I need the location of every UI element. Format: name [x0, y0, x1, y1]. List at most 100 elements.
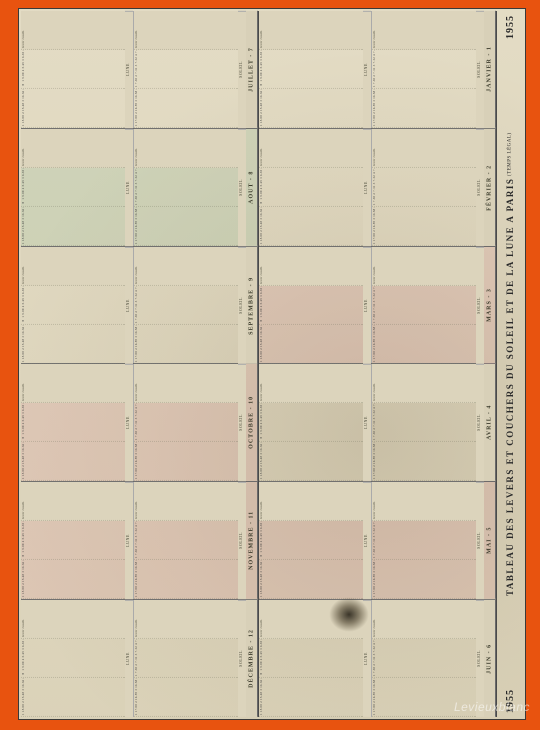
sun-block: SOLEIL lever couch. 1 7.30 2 7.31 3 7.32… — [371, 11, 484, 128]
data-columns: lever couch. ● 1 5.00 2 5.45 3 6.30 4 7.… — [259, 482, 363, 599]
data-row: ● 1 5.00 2 5.45 3 6.30 4 7.15 5 8.00 6 8… — [259, 639, 363, 678]
data-row: 1 15.00 2 15.48 3 16.36 4 17.24 5 18.12 … — [259, 325, 363, 364]
moon-label: LUNE — [363, 600, 371, 717]
data-row: 1 17.00 2 16.59 3 16.58 4 16.57 5 16.56 … — [372, 442, 476, 481]
data-row: 1 7.30 2 7.31 3 7.32 4 7.33 5 7.34 6 7.3… — [134, 168, 238, 207]
month-label: OCTOBRE - 10 — [246, 364, 258, 481]
data-row: 1 17.00 2 16.59 3 16.58 4 16.57 5 16.56 … — [134, 560, 238, 599]
data-row: ● 1 5.00 2 5.45 3 6.30 4 7.15 5 8.00 6 8… — [259, 50, 363, 89]
moon-block: LUNE lever couch. ● 1 5.00 2 5.45 3 6.30… — [259, 482, 371, 599]
half-year: JANVIER - 1SOLEIL lever couch. 1 7.30 2 … — [259, 11, 496, 717]
sun-label: SOLEIL — [476, 11, 484, 128]
col-header: lever couch. — [372, 11, 476, 50]
sun-label: SOLEIL — [476, 247, 484, 364]
data-row: 1 15.00 2 15.48 3 16.36 4 17.24 5 18.12 … — [21, 325, 125, 364]
data-columns: lever couch. ● 1 5.00 2 5.45 3 6.30 4 7.… — [259, 364, 363, 481]
data-row: 1 15.00 2 15.48 3 16.36 4 17.24 5 18.12 … — [259, 442, 363, 481]
moon-label: LUNE — [125, 11, 133, 128]
calendar-grid: JANVIER - 1SOLEIL lever couch. 1 7.30 2 … — [21, 11, 496, 717]
col-header: lever couch. — [21, 129, 125, 168]
month-label: SEPTEMBRE - 9 — [246, 247, 258, 364]
sun-label: SOLEIL — [238, 482, 246, 599]
month-label: JANVIER - 1 — [484, 11, 496, 128]
col-header: lever couch. — [259, 364, 363, 403]
month-label: DÉCEMBRE - 12 — [246, 600, 258, 717]
subtitle-text: (TEMPS LÉGAL) — [508, 132, 513, 176]
month-body: SOLEIL lever couch. 1 7.30 2 7.31 3 7.32… — [259, 600, 484, 717]
data-row: 1 15.00 2 15.48 3 16.36 4 17.24 5 18.12 … — [21, 678, 125, 717]
data-row: 1 15.00 2 15.48 3 16.36 4 17.24 5 18.12 … — [259, 560, 363, 599]
moon-block: LUNE lever couch. ● 1 5.00 2 5.45 3 6.30… — [259, 247, 371, 364]
sun-block: SOLEIL lever couch. 1 7.30 2 7.31 3 7.32… — [133, 364, 246, 481]
col-header: lever couch. — [134, 11, 238, 50]
month-body: SOLEIL lever couch. 1 7.30 2 7.31 3 7.32… — [21, 247, 246, 364]
page-inner: 1955 TABLEAU DES LEVERS ET COUCHERS DU S… — [21, 11, 523, 717]
col-header: lever couch. — [372, 129, 476, 168]
month-body: SOLEIL lever couch. 1 7.30 2 7.31 3 7.32… — [21, 129, 246, 246]
month-row: MAI - 5SOLEIL lever couch. 1 7.30 2 7.31… — [259, 482, 496, 600]
sun-block: SOLEIL lever couch. 1 7.30 2 7.31 3 7.32… — [371, 129, 484, 246]
sun-block: SOLEIL lever couch. 1 7.30 2 7.31 3 7.32… — [371, 364, 484, 481]
month-body: SOLEIL lever couch. 1 7.30 2 7.31 3 7.32… — [259, 247, 484, 364]
data-row: 1 17.00 2 16.59 3 16.58 4 16.57 5 16.56 … — [134, 207, 238, 246]
col-header: lever couch. — [21, 11, 125, 50]
moon-label: LUNE — [363, 364, 371, 481]
sun-label: SOLEIL — [238, 364, 246, 481]
data-row: 1 15.00 2 15.48 3 16.36 4 17.24 5 18.12 … — [21, 89, 125, 128]
col-header: lever couch. — [134, 247, 238, 286]
month-body: SOLEIL lever couch. 1 7.30 2 7.31 3 7.32… — [259, 482, 484, 599]
sun-label: SOLEIL — [476, 364, 484, 481]
col-header: lever couch. — [259, 11, 363, 50]
month-label: FÉVRIER - 2 — [484, 129, 496, 246]
almanac-page: 1955 TABLEAU DES LEVERS ET COUCHERS DU S… — [18, 8, 526, 720]
data-row: ● 1 5.00 2 5.45 3 6.30 4 7.15 5 8.00 6 8… — [259, 168, 363, 207]
data-columns: lever couch. ● 1 5.00 2 5.45 3 6.30 4 7.… — [259, 129, 363, 246]
data-row: 1 17.00 2 16.59 3 16.58 4 16.57 5 16.56 … — [134, 678, 238, 717]
moon-block: LUNE lever couch. ● 1 5.00 2 5.45 3 6.30… — [21, 247, 133, 364]
month-body: SOLEIL lever couch. 1 7.30 2 7.31 3 7.32… — [259, 129, 484, 246]
moon-block: LUNE lever couch. ● 1 5.00 2 5.45 3 6.30… — [21, 482, 133, 599]
data-row: 1 7.30 2 7.31 3 7.32 4 7.33 5 7.34 6 7.3… — [134, 403, 238, 442]
data-row: 1 7.30 2 7.31 3 7.32 4 7.33 5 7.34 6 7.3… — [372, 168, 476, 207]
col-header: lever couch. — [372, 247, 476, 286]
data-row: 1 7.30 2 7.31 3 7.32 4 7.33 5 7.34 6 7.3… — [372, 286, 476, 325]
sun-block: SOLEIL lever couch. 1 7.30 2 7.31 3 7.32… — [133, 11, 246, 128]
data-columns: lever couch. ● 1 5.00 2 5.45 3 6.30 4 7.… — [21, 11, 125, 128]
sun-block: SOLEIL lever couch. 1 7.30 2 7.31 3 7.32… — [133, 129, 246, 246]
data-row: ● 1 5.00 2 5.45 3 6.30 4 7.15 5 8.00 6 8… — [21, 403, 125, 442]
month-label: JUILLET - 7 — [246, 11, 258, 128]
col-header: lever couch. — [372, 482, 476, 521]
sun-label: SOLEIL — [238, 600, 246, 717]
data-row: ● 1 5.00 2 5.45 3 6.30 4 7.15 5 8.00 6 8… — [259, 403, 363, 442]
data-row: ● 1 5.00 2 5.45 3 6.30 4 7.15 5 8.00 6 8… — [21, 639, 125, 678]
sun-block: SOLEIL lever couch. 1 7.30 2 7.31 3 7.32… — [133, 247, 246, 364]
data-columns: lever couch. 1 7.30 2 7.31 3 7.32 4 7.33… — [372, 364, 476, 481]
col-header: lever couch. — [21, 364, 125, 403]
data-row: 1 7.30 2 7.31 3 7.32 4 7.33 5 7.34 6 7.3… — [372, 50, 476, 89]
half-year: JUILLET - 7SOLEIL lever couch. 1 7.30 2 … — [21, 11, 259, 717]
month-row: FÉVRIER - 2SOLEIL lever couch. 1 7.30 2 … — [259, 129, 496, 247]
data-row: ● 1 5.00 2 5.45 3 6.30 4 7.15 5 8.00 6 8… — [21, 521, 125, 560]
data-columns: lever couch. ● 1 5.00 2 5.45 3 6.30 4 7.… — [259, 247, 363, 364]
data-columns: lever couch. 1 7.30 2 7.31 3 7.32 4 7.33… — [134, 482, 238, 599]
moon-label: LUNE — [363, 11, 371, 128]
sun-label: SOLEIL — [238, 247, 246, 364]
data-columns: lever couch. 1 7.30 2 7.31 3 7.32 4 7.33… — [134, 247, 238, 364]
col-header: lever couch. — [372, 364, 476, 403]
month-row: AOUT - 8SOLEIL lever couch. 1 7.30 2 7.3… — [21, 129, 258, 247]
data-columns: lever couch. ● 1 5.00 2 5.45 3 6.30 4 7.… — [21, 247, 125, 364]
col-header: lever couch. — [134, 364, 238, 403]
data-row: 1 15.00 2 15.48 3 16.36 4 17.24 5 18.12 … — [259, 89, 363, 128]
month-label: AVRIL - 4 — [484, 364, 496, 481]
data-columns: lever couch. 1 7.30 2 7.31 3 7.32 4 7.33… — [372, 129, 476, 246]
month-row: SEPTEMBRE - 9SOLEIL lever couch. 1 7.30 … — [21, 247, 258, 365]
header-strip: 1955 TABLEAU DES LEVERS ET COUCHERS DU S… — [496, 11, 523, 717]
data-row: 1 7.30 2 7.31 3 7.32 4 7.33 5 7.34 6 7.3… — [134, 639, 238, 678]
moon-label: LUNE — [363, 247, 371, 364]
month-body: SOLEIL lever couch. 1 7.30 2 7.31 3 7.32… — [21, 11, 246, 128]
moon-label: LUNE — [125, 482, 133, 599]
col-header: lever couch. — [259, 600, 363, 639]
data-row: 1 7.30 2 7.31 3 7.32 4 7.33 5 7.34 6 7.3… — [372, 521, 476, 560]
data-columns: lever couch. 1 7.30 2 7.31 3 7.32 4 7.33… — [134, 129, 238, 246]
data-row: 1 15.00 2 15.48 3 16.36 4 17.24 5 18.12 … — [259, 678, 363, 717]
